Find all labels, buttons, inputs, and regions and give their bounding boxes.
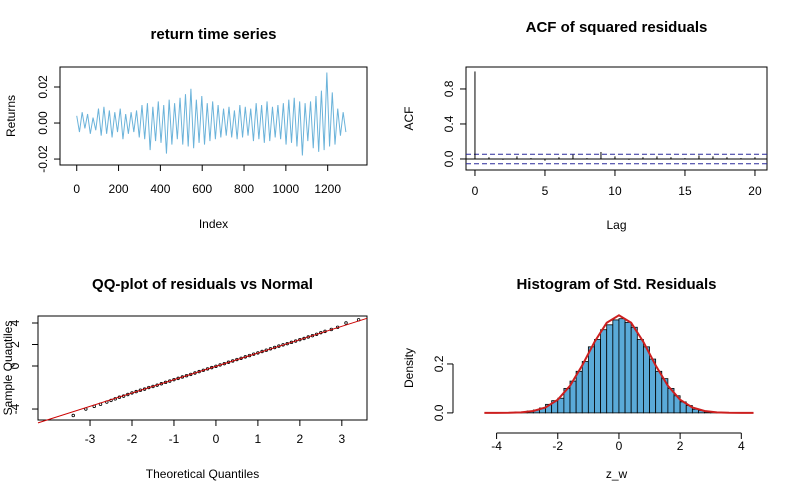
x-tick-label: 0 xyxy=(213,432,220,446)
histogram-bar xyxy=(643,346,650,414)
y-tick-label: 0.0 xyxy=(432,404,446,421)
x-axis-label: Lag xyxy=(606,218,626,232)
histogram-bar xyxy=(630,326,638,414)
x-tick-label: 4 xyxy=(738,439,745,453)
x-axis-label: Index xyxy=(199,217,228,231)
y-tick-label: 4 xyxy=(8,319,22,326)
x-axis-label: z_w xyxy=(606,467,628,481)
x-tick-label: 0 xyxy=(73,182,80,196)
x-tick-label: 3 xyxy=(338,432,345,446)
y-tick-label: 2 xyxy=(8,341,22,348)
plot-box xyxy=(37,315,368,421)
x-tick-label: 2 xyxy=(677,439,684,453)
y-tick-label: 0.2 xyxy=(432,355,446,372)
plot-box xyxy=(465,66,768,171)
y-tick-label: 0.8 xyxy=(442,80,456,97)
y-axis-label: ACF xyxy=(402,107,416,131)
x-tick-label: -4 xyxy=(491,439,502,453)
y-axis-label: Sample Quantiles xyxy=(1,321,15,416)
x-tick-label: 20 xyxy=(748,184,762,198)
x-tick-label: 200 xyxy=(109,182,129,196)
histogram-bar xyxy=(587,346,595,414)
panel-title: Histogram of Std. Residuals xyxy=(516,276,716,293)
histogram-bar xyxy=(606,324,614,414)
y-tick-label: 0.00 xyxy=(36,111,50,135)
histogram-bar xyxy=(655,370,663,414)
x-tick-label: 1000 xyxy=(273,182,300,196)
histogram-bar xyxy=(594,339,601,414)
histogram-bar xyxy=(581,361,589,414)
panel-title: return time series xyxy=(151,26,277,43)
x-tick-label: -2 xyxy=(127,432,138,446)
histogram-bar xyxy=(612,319,620,414)
panel-title: QQ-plot of residuals vs Normal xyxy=(92,276,313,293)
y-axis-label: Density xyxy=(402,348,416,388)
x-tick-label: 400 xyxy=(150,182,170,196)
histogram-bar xyxy=(636,339,644,414)
histogram-bar xyxy=(557,397,565,414)
x-tick-label: 10 xyxy=(608,184,622,198)
x-tick-label: 1 xyxy=(255,432,262,446)
x-tick-label: 2 xyxy=(297,432,304,446)
x-tick-label: 1200 xyxy=(314,182,341,196)
histogram-bar xyxy=(618,318,626,414)
qq-point xyxy=(344,321,348,325)
reference-line xyxy=(37,317,368,424)
y-tick-label: 0.4 xyxy=(442,115,456,132)
histogram-bar xyxy=(624,321,632,414)
y-tick-label: 0 xyxy=(8,362,22,369)
y-axis-label: Returns xyxy=(4,95,18,137)
histogram-bar xyxy=(649,358,657,414)
panel-title: ACF of squared residuals xyxy=(526,19,708,36)
x-tick-label: 5 xyxy=(542,184,549,198)
y-tick-label: 0.02 xyxy=(36,75,50,99)
x-tick-label: -3 xyxy=(85,432,96,446)
y-tick-label: -4 xyxy=(8,403,22,414)
x-tick-label: 0 xyxy=(472,184,479,198)
x-tick-label: 15 xyxy=(678,184,692,198)
histogram-bar xyxy=(575,370,583,414)
x-axis-label: Theoretical Quantiles xyxy=(146,467,259,481)
x-tick-label: 800 xyxy=(234,182,254,196)
y-tick-label: -0.02 xyxy=(36,145,50,173)
qq-point xyxy=(71,413,75,418)
histogram-bar xyxy=(600,329,608,414)
x-tick-label: 0 xyxy=(616,439,623,453)
x-tick-label: -1 xyxy=(169,432,180,446)
y-tick-label: 0.0 xyxy=(442,150,456,167)
density-curve xyxy=(484,314,754,414)
x-tick-label: 600 xyxy=(192,182,212,196)
return-line xyxy=(76,72,347,156)
x-tick-label: -2 xyxy=(552,439,563,453)
